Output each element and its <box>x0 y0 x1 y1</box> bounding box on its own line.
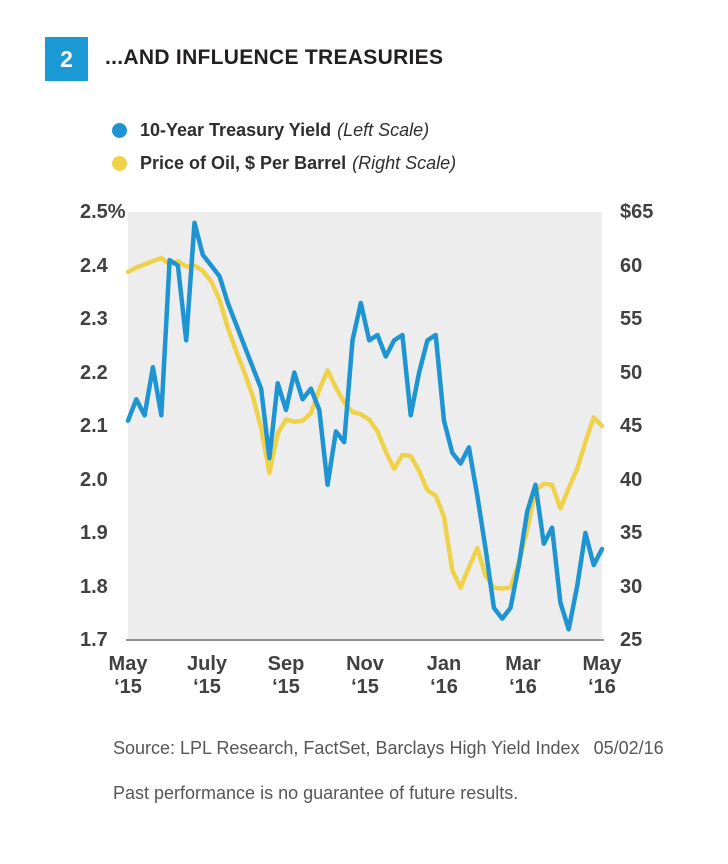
treasury-yield-line <box>125 220 605 632</box>
right-axis-tick: 30 <box>620 575 643 598</box>
right-axis-tick: 35 <box>620 522 643 544</box>
x-axis-tick: May ‘16 <box>582 653 622 698</box>
right-axis-tick: 25 <box>620 629 643 651</box>
plot-area-background <box>128 212 602 640</box>
left-axis-tick: 2.3 <box>80 308 108 330</box>
left-axis-tick: 2.2 <box>80 361 108 384</box>
x-axis-tick: Jan ‘16 <box>426 653 462 698</box>
left-axis-tick: 1.7 <box>80 629 108 651</box>
x-axis-line <box>126 639 604 641</box>
left-axis-tick: 2.1 <box>80 415 108 437</box>
legend-item-treasury: 10-Year Treasury Yield (Left Scale) <box>112 114 456 147</box>
oil-dot-icon <box>112 156 127 171</box>
left-axis-tick: 1.8 <box>80 575 108 598</box>
legend-label-treasury: 10-Year Treasury Yield (Left Scale) <box>140 120 430 140</box>
right-axis-tick: 60 <box>620 254 643 277</box>
as-of-date: 05/02/16 <box>593 738 664 758</box>
treasury-dot-icon <box>112 123 127 138</box>
legend-item-oil: Price of Oil, $ Per Barrel (Right Scale) <box>112 147 456 180</box>
left-axis-tick: 2.5% <box>80 201 126 223</box>
x-axis-tick: July ‘15 <box>186 653 228 698</box>
figure-number-badge: 2 <box>45 37 88 81</box>
x-axis: May ‘15 July ‘15 Sep ‘15 Nov ‘15 Jan ‘16 Mar ‘16 May… <box>109 653 622 699</box>
right-axis-tick: 40 <box>620 468 643 491</box>
source-line: Source: LPL Research, FactSet, Barclays … <box>113 737 664 759</box>
figure-number: 2 <box>60 45 73 72</box>
x-axis-tick: Mar ‘16 <box>505 653 541 698</box>
right-axis-tick: $65 <box>620 201 654 223</box>
right-axis-tick: 50 <box>620 361 643 384</box>
chart-footer: Source: LPL Research, FactSet, Barclays … <box>113 737 664 827</box>
x-axis-tick: Nov ‘15 <box>346 653 384 698</box>
chart-legend: 10-Year Treasury Yield (Left Scale) Price… <box>112 114 456 180</box>
right-axis: $65 60 55 50 45 40 35 30 25 <box>620 201 680 651</box>
chart-title: ...AND INFLUENCE TREASURIES <box>105 46 444 69</box>
right-axis-tick: 55 <box>620 308 643 330</box>
oil-price-line <box>125 255 605 591</box>
source-text: Source: LPL Research, FactSet, Barclays … <box>113 738 580 758</box>
disclaimer-text: Past performance is no guarantee of futu… <box>113 783 519 803</box>
x-axis-tick: Sep ‘15 <box>267 653 305 698</box>
left-axis: 2.5% 2.4 2.3 2.2 2.1 2.0 1.9 1.8 1.7 <box>80 201 126 651</box>
left-axis-tick: 1.9 <box>80 522 108 544</box>
right-axis-tick: 45 <box>620 415 643 437</box>
legend-label-oil: Price of Oil, $ Per Barrel (Right Scale) <box>140 153 457 173</box>
x-axis-tick: May ‘15 <box>108 653 148 698</box>
left-axis-tick: 2.0 <box>80 468 108 491</box>
plot-svg <box>125 220 605 632</box>
left-axis-tick: 2.4 <box>80 254 108 277</box>
